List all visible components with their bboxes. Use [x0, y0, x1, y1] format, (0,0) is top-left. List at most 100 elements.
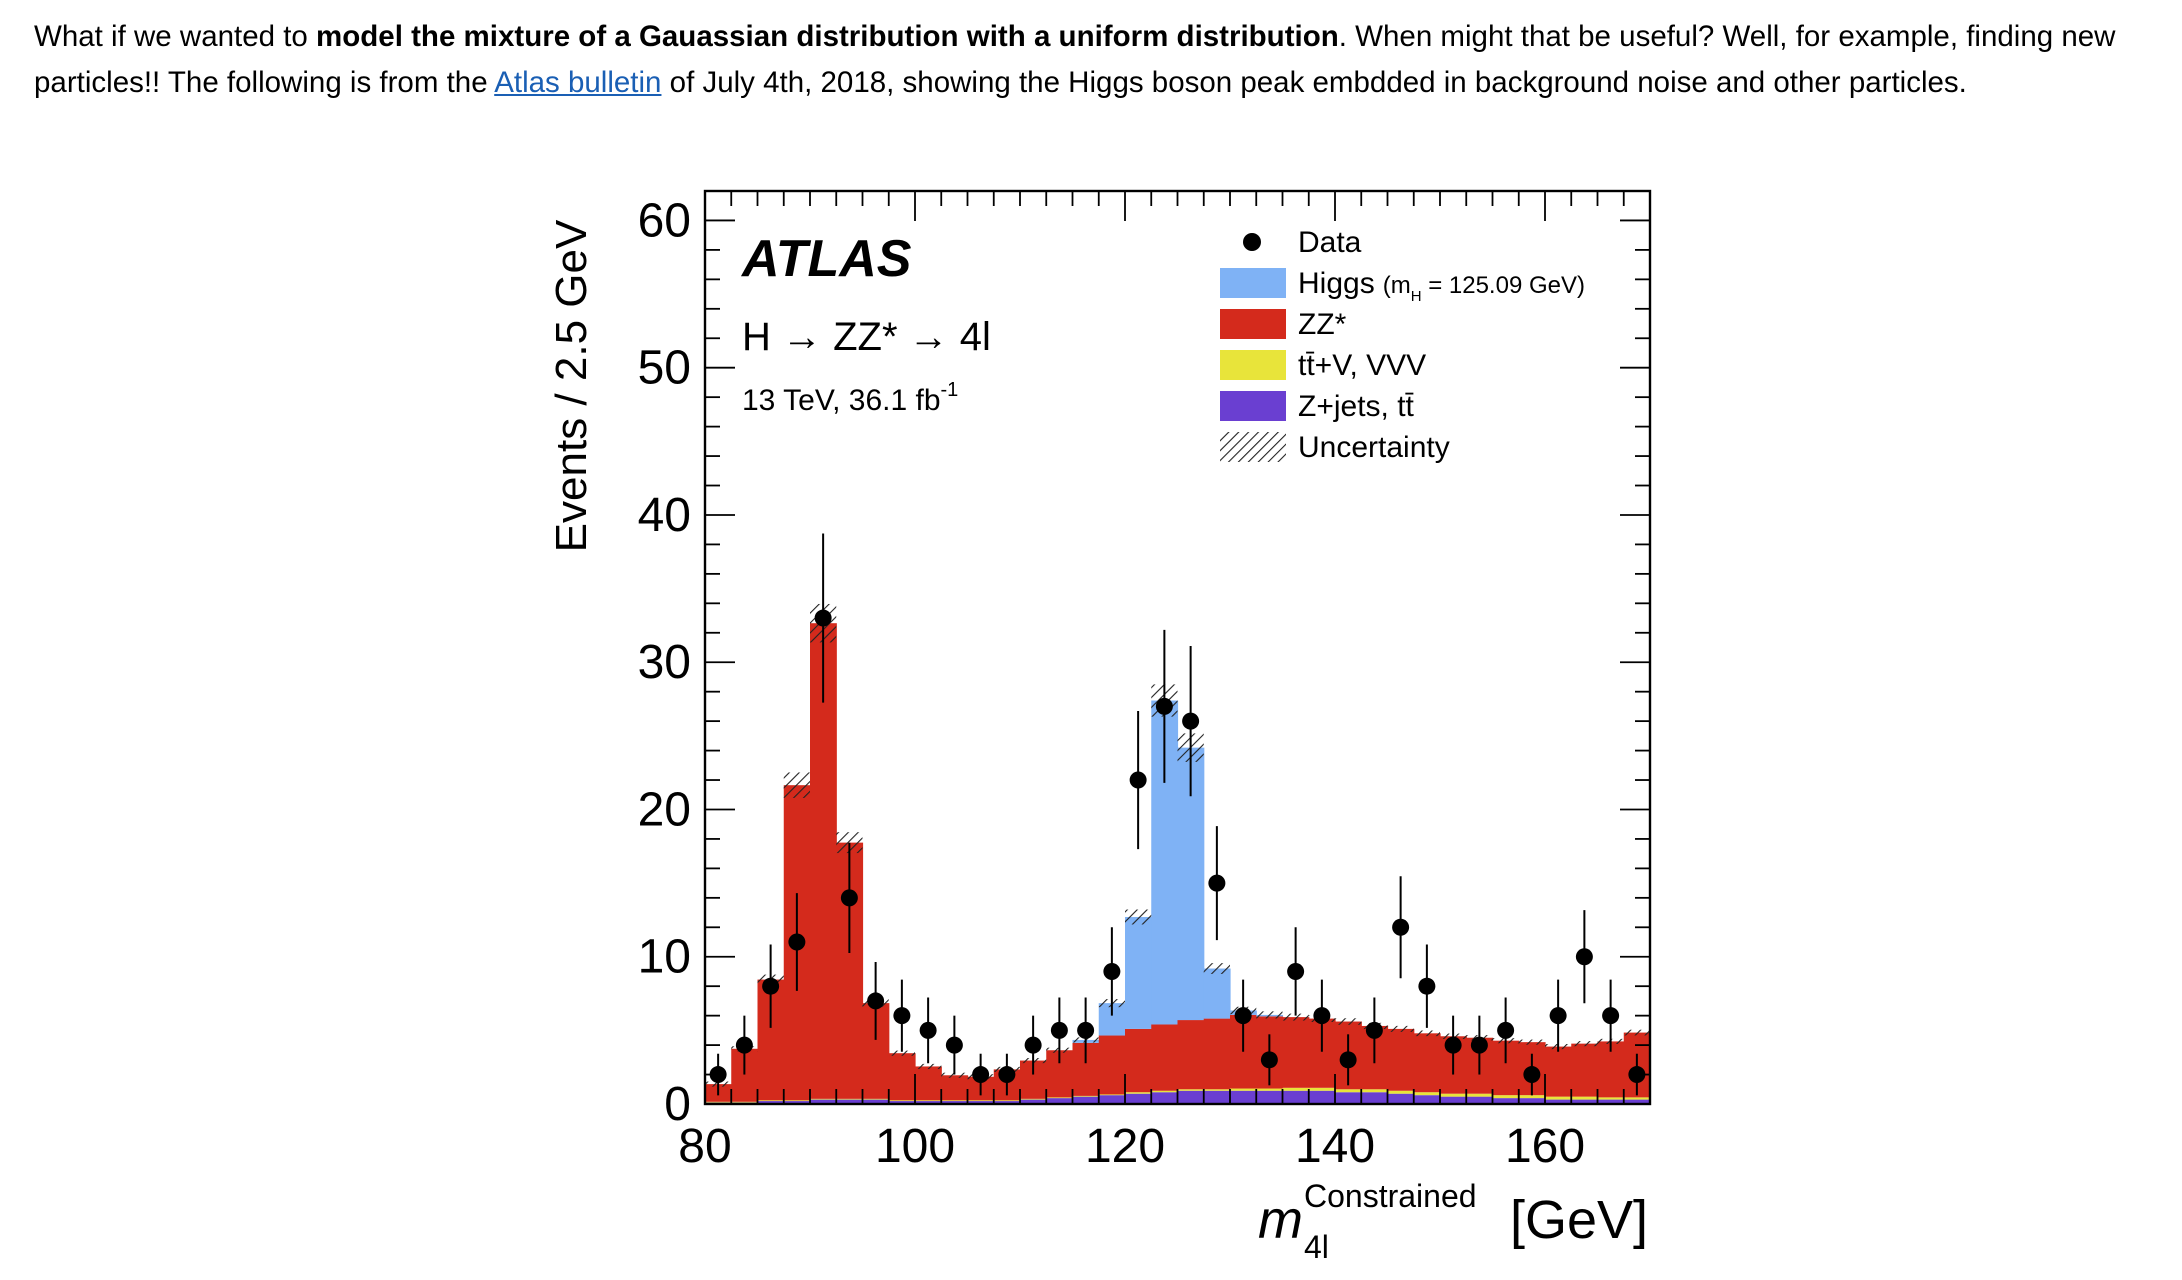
bar-zjets — [1072, 1096, 1100, 1104]
bar-ttv — [1046, 1097, 1074, 1099]
uncertainty-band — [1571, 1041, 1598, 1047]
intro-text-3: of July 4th, 2018, showing the Higgs bos… — [661, 66, 1967, 99]
y-tick-label: 60 — [638, 194, 691, 247]
bar-ttv — [993, 1100, 1021, 1102]
bar-zz — [1151, 1024, 1179, 1091]
data-point — [788, 933, 806, 951]
data-point — [1260, 1051, 1278, 1069]
y-tick-label: 10 — [638, 931, 691, 984]
bar-higgs — [1125, 916, 1152, 1029]
legend-zjets-label: Z+jets, tt̄ — [1298, 390, 1415, 423]
data-point — [1339, 1051, 1357, 1069]
bar-zjets — [1518, 1098, 1546, 1104]
x-axis-title-unit: [GeV] — [1510, 1190, 1648, 1250]
bar-ttv — [1020, 1098, 1047, 1100]
uncertainty-band — [1282, 1013, 1309, 1021]
bar-ttv — [810, 1098, 837, 1100]
legend-higgs-mass-m: (m — [1383, 272, 1411, 299]
bar-higgs — [1203, 968, 1231, 1019]
bar-zjets — [1492, 1098, 1520, 1104]
data-point — [867, 992, 885, 1010]
y-axis-title: Events / 2.5 GeV — [547, 219, 596, 552]
bar-ttv — [967, 1100, 995, 1102]
data-point — [1523, 1066, 1541, 1084]
bar-zjets — [810, 1099, 837, 1104]
bar-ttv — [862, 1098, 890, 1100]
data-point — [1497, 1021, 1515, 1039]
bar-ttv — [1177, 1089, 1205, 1091]
x-tick-label: 100 — [875, 1120, 955, 1173]
bar-ttv — [783, 1100, 811, 1102]
bar-zz — [941, 1075, 969, 1101]
y-tick-label: 0 — [664, 1078, 691, 1131]
bar-ttv — [1230, 1088, 1257, 1091]
bar-zz — [1098, 1035, 1126, 1095]
bar-zjets — [1125, 1093, 1152, 1104]
data-point — [1549, 1007, 1567, 1025]
axes: 80 100 120 140 160 0 10 20 30 40 50 60 — [638, 189, 1652, 1173]
bar-zjets — [1387, 1093, 1415, 1104]
legend-ttv-label: tt̄+V, VVV — [1298, 349, 1426, 382]
uncertainty-band — [1256, 1011, 1283, 1019]
legend-uncertainty-label: Uncertainty — [1298, 431, 1450, 464]
energy-label: 13 TeV, 36.1 fb-1 — [742, 379, 958, 417]
data-point — [1208, 874, 1226, 892]
bar-zjets — [1413, 1095, 1441, 1104]
x-tick-label: 120 — [1085, 1120, 1165, 1173]
bar-zz — [1387, 1028, 1415, 1091]
data-point — [893, 1007, 911, 1025]
data-point — [998, 1066, 1016, 1084]
legend-data-label: Data — [1298, 226, 1362, 259]
bar-zz — [1413, 1033, 1441, 1093]
bar-ttv — [1072, 1095, 1100, 1097]
uncertainty-band — [1203, 963, 1230, 974]
bar-zjets — [1623, 1099, 1651, 1104]
data-point — [762, 977, 780, 995]
bar-zjets — [1177, 1090, 1205, 1104]
data-point — [1103, 962, 1121, 980]
bar-ttv — [1335, 1089, 1362, 1093]
bar-ttv — [757, 1100, 785, 1102]
data-point — [1365, 1021, 1383, 1039]
uncertainty-band — [1335, 1018, 1362, 1025]
bar-ttv — [915, 1100, 942, 1102]
bar-ttv — [1518, 1095, 1546, 1099]
bar-zjets — [1361, 1092, 1389, 1104]
bar-zz — [1177, 1020, 1205, 1090]
data-point — [1418, 977, 1436, 995]
bar-zjets — [1308, 1090, 1336, 1104]
y-tick-label: 30 — [638, 636, 691, 689]
bar-zjets — [1230, 1090, 1257, 1104]
legend-higgs-mass-value: = 125.09 GeV) — [1422, 272, 1585, 299]
atlas-bulletin-link[interactable]: Atlas bulletin — [494, 66, 662, 99]
legend-higgs-swatch — [1220, 268, 1286, 298]
data-point — [1575, 948, 1593, 966]
data-point — [919, 1021, 937, 1039]
bar-ttv — [1308, 1087, 1336, 1091]
data-point — [1313, 1007, 1331, 1025]
x-axis-title-sup: Constrained — [1304, 1178, 1477, 1214]
x-axis-title: m Constrained 4l [GeV] — [1258, 1178, 1648, 1265]
atlas-higgs-chart: 80 100 120 140 160 0 10 20 30 40 50 60 ATLAS H → ZZ… — [547, 189, 1652, 1265]
data-point — [1050, 1021, 1068, 1039]
bar-zjets — [1098, 1095, 1126, 1104]
data-point — [1392, 918, 1410, 936]
legend-higgs-mass-sub: H — [1411, 288, 1422, 305]
y-tick-label: 50 — [638, 342, 691, 395]
bar-ttv — [1466, 1093, 1494, 1097]
legend: Data Higgs (mH = 125.09 GeV) ZZ* tt̄+V, V… — [1220, 226, 1585, 464]
bar-zjets — [993, 1101, 1021, 1104]
bar-ttv — [1623, 1097, 1651, 1100]
legend-higgs-text: Higgs — [1298, 267, 1375, 300]
bar-zjets — [1046, 1098, 1074, 1104]
bar-ttv — [1413, 1092, 1441, 1096]
uncertainty-band — [1518, 1039, 1545, 1045]
bar-zz — [1545, 1046, 1572, 1097]
stacked-bars — [705, 623, 1651, 1104]
y-tick-label: 20 — [638, 783, 691, 836]
bar-ttv — [1440, 1093, 1467, 1097]
bar-zjets — [862, 1099, 890, 1104]
bar-ttv — [1256, 1088, 1284, 1091]
data-point — [1182, 712, 1200, 730]
bar-zjets — [1151, 1092, 1179, 1104]
